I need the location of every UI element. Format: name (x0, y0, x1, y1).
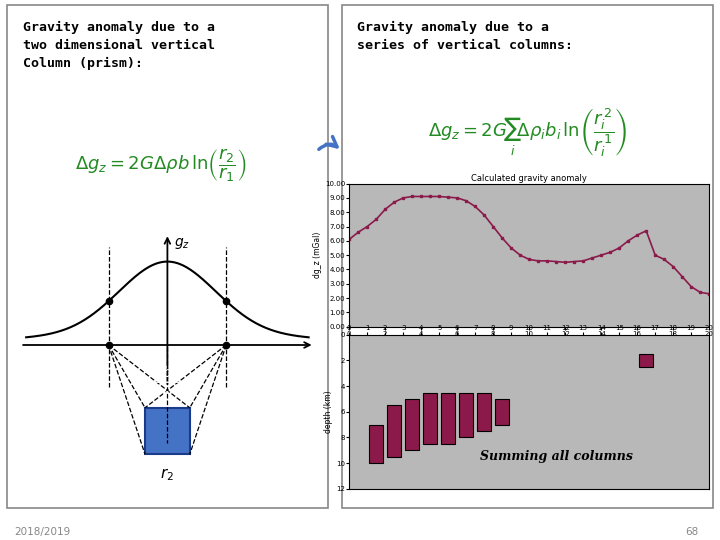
Text: 68: 68 (685, 526, 698, 537)
Text: $g_z$: $g_z$ (174, 236, 191, 251)
Bar (441, 393, 455, 444)
Text: 2018/2019: 2018/2019 (14, 526, 71, 537)
Text: $\Delta g_z = 2G\Delta\rho b\,\ln\!\left(\dfrac{r_2}{r_1}\right)$: $\Delta g_z = 2G\Delta\rho b\,\ln\!\left… (75, 146, 247, 184)
Bar (459, 393, 473, 437)
Text: $r_2$: $r_2$ (161, 466, 174, 483)
Text: Gravity anomaly due to a
series of vertical columns:: Gravity anomaly due to a series of verti… (357, 21, 573, 51)
Y-axis label: dg_z (mGal): dg_z (mGal) (313, 232, 322, 278)
Bar (495, 399, 509, 424)
Text: Gravity anomaly due to a
two dimensional vertical
Column (prism):: Gravity anomaly due to a two dimensional… (23, 21, 215, 70)
Bar (369, 424, 383, 463)
FancyBboxPatch shape (7, 5, 328, 508)
Bar (639, 354, 653, 367)
Bar (145, 408, 190, 454)
Y-axis label: depth (km): depth (km) (324, 390, 333, 433)
Text: $b$: $b$ (162, 366, 173, 380)
Bar (405, 399, 419, 450)
Title: Calculated gravity anomaly: Calculated gravity anomaly (472, 174, 587, 183)
Bar (477, 393, 491, 431)
Text: $r_1$: $r_1$ (161, 388, 174, 404)
X-axis label: distance (km): distance (km) (503, 340, 556, 349)
Text: Summing all columns: Summing all columns (480, 450, 633, 463)
FancyBboxPatch shape (342, 5, 713, 508)
Text: $\Delta g_z = 2G\!\sum_i\!\Delta\rho_i b_i\,\ln\!\left(\dfrac{r_i^{\,2}}{r_i^{\,: $\Delta g_z = 2G\!\sum_i\!\Delta\rho_i b… (428, 106, 627, 158)
Bar (387, 406, 401, 457)
Bar (423, 393, 437, 444)
